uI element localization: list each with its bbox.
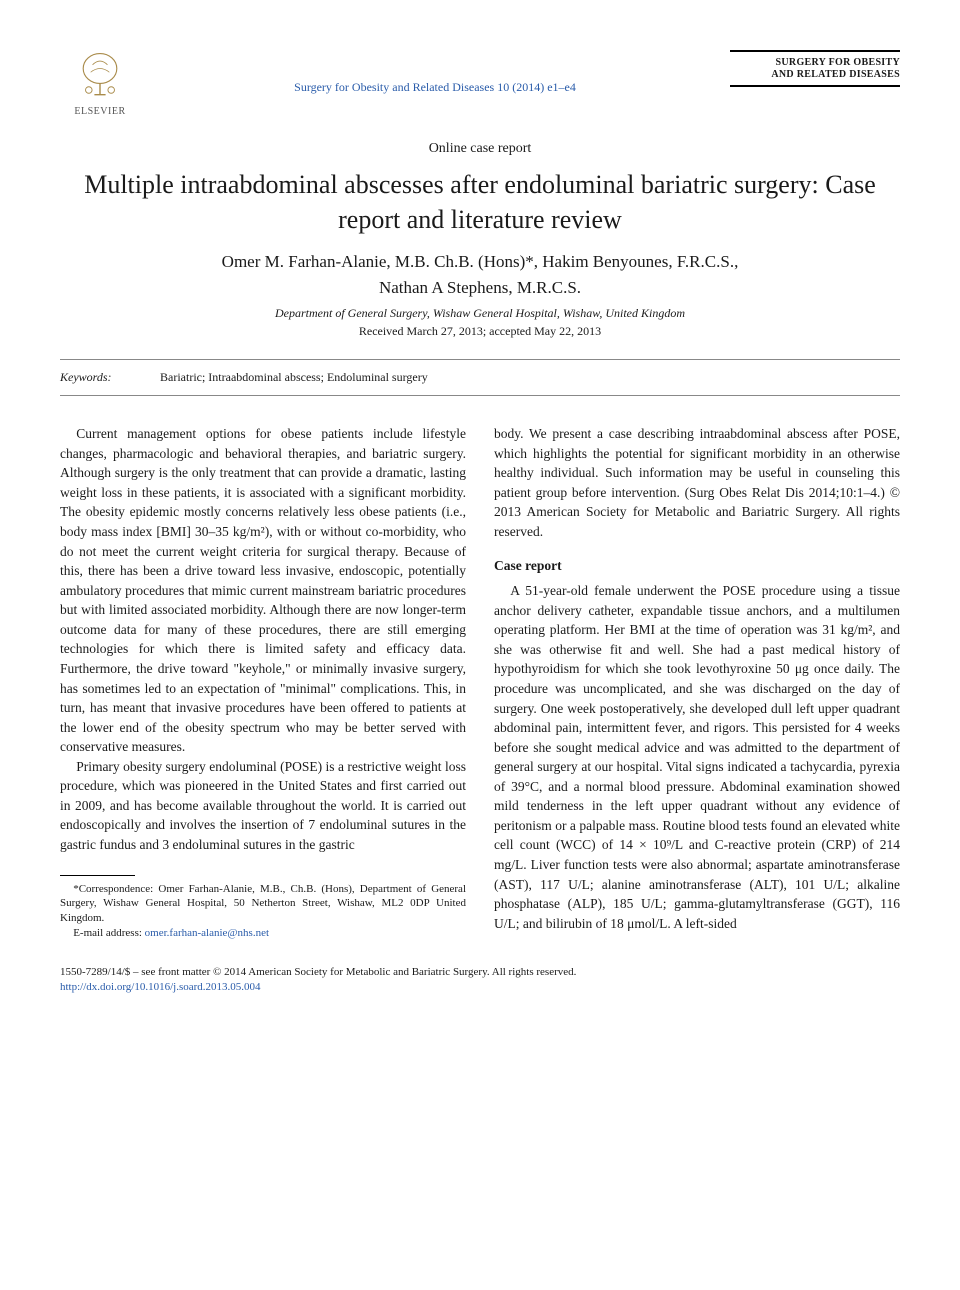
body-paragraph: A 51-year-old female underwent the POSE …	[494, 581, 900, 933]
author-email-link[interactable]: omer.farhan-alanie@nhs.net	[145, 927, 269, 939]
body-paragraph: Primary obesity surgery endoluminal (POS…	[60, 757, 466, 855]
column-left: Current management options for obese pat…	[60, 424, 466, 941]
section-heading-case-report: Case report	[494, 556, 900, 576]
body-paragraph: body. We present a case describing intra…	[494, 424, 900, 541]
keywords-box: Keywords: Bariatric; Intraabdominal absc…	[60, 359, 900, 396]
correspondence-footnote: *Correspondence: Omer Farhan-Alanie, M.B…	[60, 882, 466, 927]
copyright-line: 1550-7289/14/$ – see front matter © 2014…	[60, 965, 900, 980]
page-header: ELSEVIER Surgery for Obesity and Related…	[60, 48, 900, 117]
keywords-label: Keywords:	[60, 370, 160, 385]
journal-title-line1: SURGERY FOR OBESITY	[776, 57, 900, 68]
article-body: Current management options for obese pat…	[60, 424, 900, 941]
affiliation: Department of General Surgery, Wishaw Ge…	[60, 306, 900, 321]
footnote-rule	[60, 875, 135, 876]
elsevier-tree-icon	[72, 48, 128, 104]
authors-line1: Omer M. Farhan-Alanie, M.B. Ch.B. (Hons)…	[222, 252, 739, 271]
publisher-name: ELSEVIER	[74, 106, 125, 117]
column-right: body. We present a case describing intra…	[494, 424, 900, 941]
journal-title-line2: AND RELATED DISEASES	[771, 69, 900, 80]
authors-line2: Nathan A Stephens, M.R.C.S.	[379, 278, 581, 297]
article-dates: Received March 27, 2013; accepted May 22…	[60, 324, 900, 339]
email-footnote: E-mail address: omer.farhan-alanie@nhs.n…	[60, 926, 466, 941]
publisher-logo: ELSEVIER	[60, 48, 140, 117]
article-type: Online case report	[60, 141, 900, 157]
journal-citation: Surgery for Obesity and Related Diseases…	[140, 48, 730, 95]
author-list: Omer M. Farhan-Alanie, M.B. Ch.B. (Hons)…	[60, 249, 900, 300]
doi-link[interactable]: http://dx.doi.org/10.1016/j.soard.2013.0…	[60, 981, 261, 993]
article-title: Multiple intraabdominal abscesses after …	[60, 167, 900, 237]
journal-title-box: SURGERY FOR OBESITY AND RELATED DISEASES	[730, 48, 900, 89]
body-paragraph: Current management options for obese pat…	[60, 424, 466, 757]
page-footer: 1550-7289/14/$ – see front matter © 2014…	[60, 965, 900, 995]
keywords-values: Bariatric; Intraabdominal abscess; Endol…	[160, 370, 900, 385]
email-label: E-mail address:	[73, 927, 144, 939]
